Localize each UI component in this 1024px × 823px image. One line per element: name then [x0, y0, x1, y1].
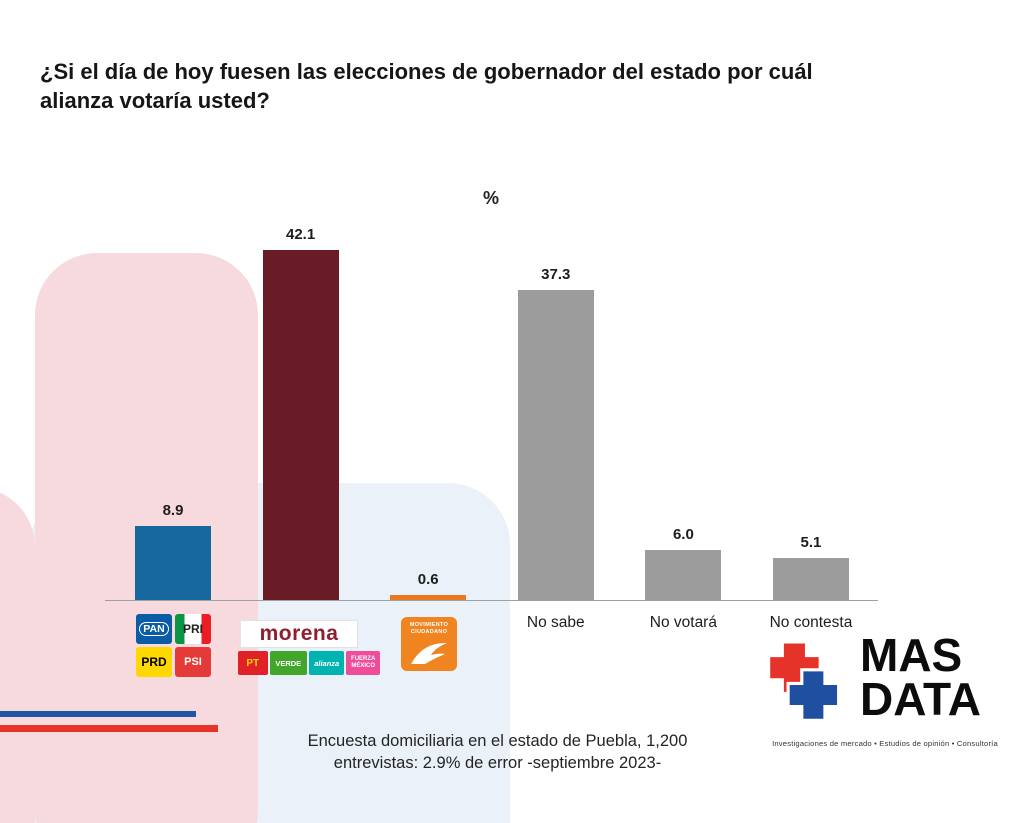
percent-axis-label: % — [482, 188, 499, 208]
masdata-wordmark: MAS DATA — [860, 629, 981, 725]
decorative-pink-strip — [0, 487, 35, 823]
bar-2 — [390, 595, 467, 600]
bar-slot-2: 0.6 — [390, 226, 467, 600]
title-line-2: alianza votaría usted? — [40, 87, 270, 113]
masdata-cross-icon — [768, 641, 841, 722]
footnote-line-1: Encuesta domiciliaria en el estado de Pu… — [307, 732, 688, 750]
pan-logo-text: PAN — [139, 622, 169, 636]
bar-1 — [262, 250, 339, 600]
bar-3 — [517, 290, 594, 600]
bar-chart: 8.9 42.1 0.6 37.3 No sabe 6.0 No votará 5.1 No c… — [135, 226, 853, 631]
bar-slot-4: 6.0 No votará — [645, 226, 722, 631]
coalition-morena-logos: morena PT VERDE alianza FUERZA MÉXICO — [238, 620, 380, 675]
morena-logo: morena — [240, 620, 358, 648]
morena-allies-row: PT VERDE alianza FUERZA MÉXICO — [238, 651, 380, 675]
category-label: No votará — [649, 614, 717, 631]
page-title: ¿Si el día de hoy fuesen las elecciones … — [40, 58, 990, 115]
accent-line-blue — [0, 711, 196, 717]
category-label: No contesta — [769, 614, 853, 631]
mc-logo-text: MOVIMIENTO CIUDADANO — [409, 622, 449, 636]
bar-slot-0: 8.9 — [135, 226, 211, 600]
bar-value-label: 6.0 — [672, 526, 694, 543]
bar-4 — [645, 550, 722, 600]
accent-line-red — [0, 725, 218, 732]
bar-slot-1: 42.1 — [262, 226, 339, 600]
mc-eagle-icon — [411, 642, 447, 664]
nueva-alianza-logo: alianza — [308, 651, 345, 675]
pri-logo: PRI — [175, 614, 211, 644]
masdata-name-data: DATA — [860, 672, 981, 725]
masdata-name-mas: MAS — [860, 629, 963, 681]
coalition-pan-pri-prd-psi-logos: PAN PRI PRD PSI — [136, 614, 211, 677]
bar-value-label: 5.1 — [800, 534, 822, 551]
footnote-line-2: entrevistas: 2.9% de error -septiembre 2… — [333, 753, 662, 772]
masdata-logo: MAS DATA Investigaciones de mercado • Es… — [760, 629, 1010, 748]
bar-0 — [135, 526, 211, 600]
bar-5 — [772, 558, 849, 600]
bar-value-label: 8.9 — [162, 502, 184, 519]
fuerza-por-mexico-logo: FUERZA MÉXICO — [346, 651, 380, 675]
partido-verde-logo: VERDE — [269, 651, 307, 675]
survey-footnote: Encuesta domiciliaria en el estado de Pu… — [245, 731, 750, 775]
masdata-logo-row: MAS DATA — [760, 629, 1010, 734]
psi-logo: PSI — [175, 647, 211, 677]
bar-slot-3: 37.3 No sabe — [517, 226, 594, 631]
bar-slot-5: 5.1 No contesta — [770, 226, 853, 631]
bar-value-label: 37.3 — [541, 266, 571, 283]
chart-baseline — [105, 600, 878, 601]
pt-logo: PT — [238, 651, 268, 675]
category-label: No sabe — [526, 614, 585, 631]
movimiento-ciudadano-logo: MOVIMIENTO CIUDADANO — [401, 617, 457, 671]
prd-logo: PRD — [136, 647, 172, 677]
bar-value-label: 42.1 — [285, 226, 316, 243]
pan-logo: PAN — [136, 614, 172, 644]
masdata-tagline: Investigaciones de mercado • Estudios de… — [772, 739, 998, 748]
title-line-1: ¿Si el día de hoy fuesen las elecciones … — [40, 59, 813, 84]
bar-value-label: 0.6 — [417, 571, 439, 588]
